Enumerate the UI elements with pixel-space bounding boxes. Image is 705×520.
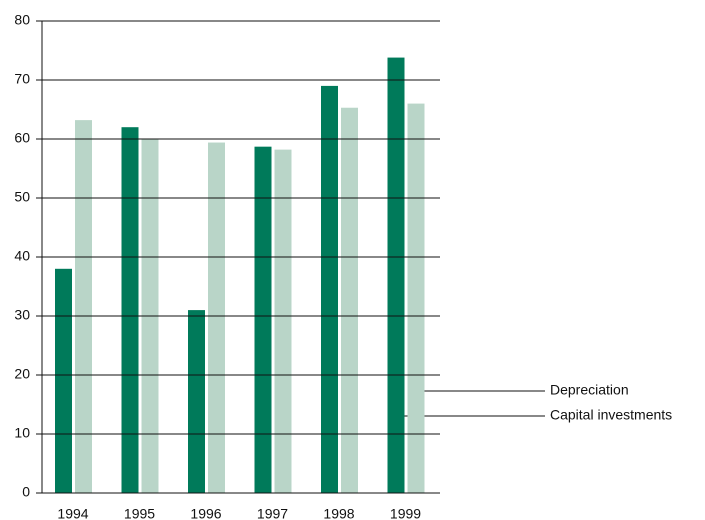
legend-label: Capital investments	[550, 407, 672, 423]
x-tick-label: 1995	[124, 506, 155, 520]
y-tick-label: 50	[14, 189, 30, 205]
y-tick-label: 10	[14, 425, 30, 441]
x-tick-label: 1996	[190, 506, 221, 520]
y-tick-label: 20	[14, 366, 30, 382]
x-tick-label: 1998	[323, 506, 354, 520]
bar	[208, 142, 225, 494]
y-tick-label: 70	[14, 71, 30, 87]
x-tick-label: 1994	[57, 506, 88, 520]
bar	[188, 310, 205, 493]
legend-label: Depreciation	[550, 382, 629, 398]
y-tick-label: 0	[22, 484, 30, 500]
y-tick-label: 30	[14, 307, 30, 323]
bar	[341, 107, 358, 493]
x-tick-label: 1999	[390, 506, 421, 520]
bar	[321, 85, 338, 494]
bar	[55, 268, 72, 493]
bar	[274, 149, 292, 493]
bar	[121, 127, 139, 493]
bar	[387, 57, 405, 494]
y-tick-label: 80	[14, 12, 30, 28]
y-tick-label: 60	[14, 130, 30, 146]
bar	[254, 146, 272, 494]
y-tick-label: 40	[14, 248, 30, 264]
bar	[75, 120, 92, 494]
x-tick-label: 1997	[257, 506, 288, 520]
bar	[407, 103, 425, 493]
